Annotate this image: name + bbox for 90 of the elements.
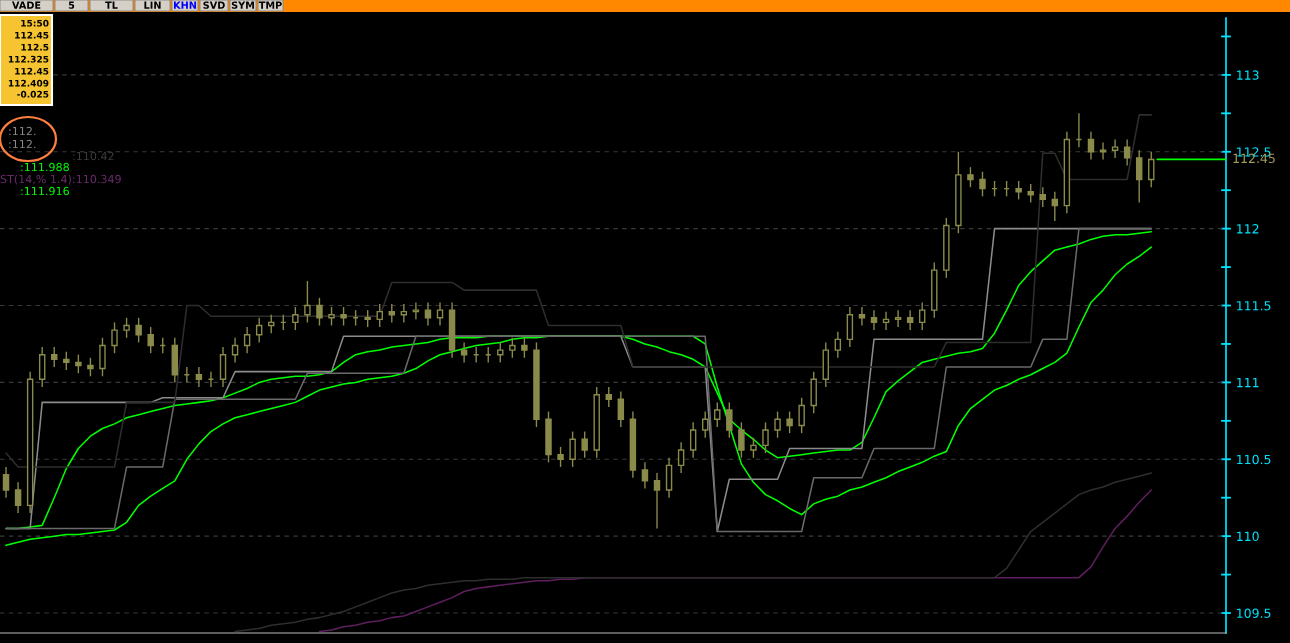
- candlestick: [243, 326, 251, 354]
- candlestick: [376, 303, 383, 328]
- candlestick: [111, 321, 118, 354]
- candlestick: [509, 337, 516, 359]
- annotation: :111.916: [21, 186, 69, 196]
- candlestick: [979, 171, 986, 198]
- candlestick: [774, 410, 781, 439]
- candlestick: [653, 472, 661, 530]
- candlestick: [231, 337, 239, 364]
- text: LIN: [144, 1, 161, 9]
- candlestick: [918, 301, 926, 331]
- candlestick: [870, 309, 878, 331]
- text: TMP: [258, 1, 282, 9]
- y-tick-label: 111.5: [1237, 301, 1271, 311]
- candlestick: [641, 461, 649, 490]
- text: SVD: [203, 1, 225, 9]
- annotation: ST(14,% 1.4):110.349: [0, 174, 121, 185]
- candlestick: [123, 317, 130, 339]
- candlestick: [726, 401, 733, 439]
- candlestick: [569, 430, 576, 468]
- candlestick: [906, 309, 914, 331]
- y-tick-label: 112: [1237, 224, 1259, 234]
- text: 5: [68, 1, 75, 9]
- annotation: 112.409: [8, 79, 49, 87]
- text: KHN: [173, 1, 197, 9]
- annotation: :112.: [9, 139, 36, 149]
- y-tick-label: 111: [1237, 378, 1259, 388]
- candlestick: [328, 306, 335, 327]
- text: VADE: [11, 1, 41, 9]
- text: TL: [105, 1, 118, 9]
- candlestick: [195, 366, 203, 388]
- candlestick: [255, 317, 263, 344]
- candlestick: [581, 430, 588, 459]
- candlestick: [316, 297, 323, 327]
- candlestick: [762, 421, 769, 454]
- candlestick: [738, 421, 745, 459]
- candlestick: [714, 401, 721, 428]
- candlestick: [1135, 149, 1143, 204]
- candlestick: [689, 421, 697, 459]
- candlestick: [135, 317, 142, 344]
- annotation: 15:50: [21, 19, 49, 27]
- candlestick: [1027, 183, 1034, 204]
- candlestick: [497, 341, 504, 364]
- candlestick: [304, 280, 311, 324]
- annotation: 112.45: [15, 31, 49, 39]
- candlestick: [1111, 138, 1119, 159]
- annotation: :112.: [9, 126, 36, 136]
- annotation: 112.5: [21, 43, 49, 51]
- candlestick: [75, 354, 82, 374]
- annotation: 112.325: [8, 55, 49, 63]
- candlestick: [1148, 151, 1155, 188]
- candlestick: [2, 466, 10, 499]
- candlestick: [436, 301, 444, 327]
- candlestick: [605, 386, 613, 408]
- candlestick: [147, 326, 154, 354]
- annotation: -0.025: [17, 90, 49, 98]
- y-tick-label: 110.5: [1237, 454, 1271, 465]
- candlestick: [677, 441, 685, 474]
- candlestick: [460, 341, 468, 364]
- candlestick: [51, 346, 58, 368]
- annotation: :110.42: [73, 151, 114, 161]
- candlestick: [63, 350, 70, 371]
- candlestick: [1123, 138, 1131, 167]
- candlestick: [521, 337, 528, 359]
- candlestick: [87, 357, 94, 377]
- candlestick: [798, 397, 805, 434]
- candlestick: [99, 337, 106, 377]
- candlestick: [340, 306, 347, 327]
- candlestick: [14, 481, 22, 514]
- candlestick: [786, 410, 793, 434]
- candlestick: [1087, 131, 1095, 161]
- candlestick: [1015, 180, 1022, 201]
- candlestick: [858, 306, 866, 327]
- candlestick: [424, 301, 432, 327]
- annotation: 112.45: [15, 67, 49, 75]
- candlestick: [834, 330, 842, 359]
- annotation: :111.988: [21, 162, 69, 172]
- candlestick: [292, 306, 299, 331]
- y-tick-label: 110: [1237, 531, 1259, 542]
- candlestick: [967, 166, 974, 188]
- candlestick: [701, 410, 709, 439]
- candlestick: [750, 437, 757, 459]
- candlestick: [617, 390, 625, 428]
- y-tick-label: 109.5: [1237, 608, 1271, 618]
- candlestick: [894, 309, 902, 328]
- candlestick: [557, 446, 564, 468]
- candlestick: [1039, 186, 1046, 208]
- y-tick-label: 113: [1237, 70, 1259, 80]
- text: SYM: [231, 1, 254, 9]
- candlestick: [412, 301, 420, 321]
